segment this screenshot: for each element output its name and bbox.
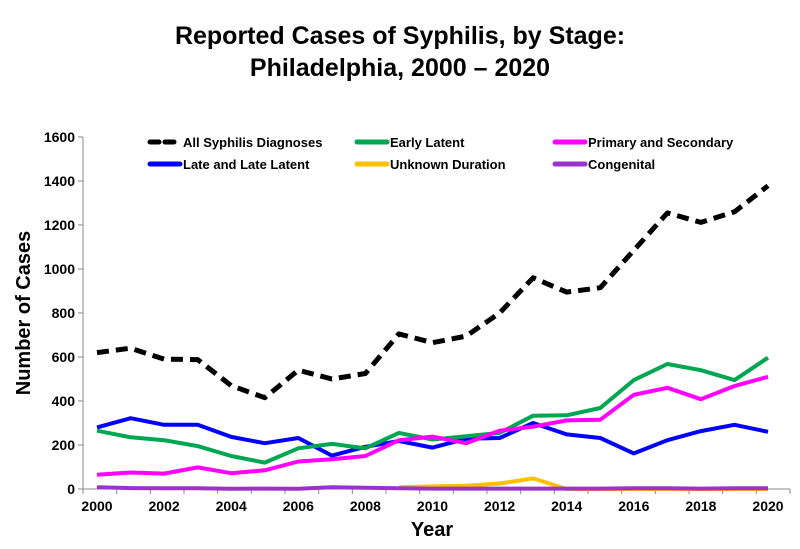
y-axis-label: Number of Cases xyxy=(13,231,35,396)
x-tick-label: 2018 xyxy=(685,498,716,514)
x-tick-label: 2008 xyxy=(350,498,381,514)
chart-title-line2: Philadelphia, 2000 – 2020 xyxy=(249,54,551,82)
x-tick-label: 2020 xyxy=(752,498,783,514)
y-tick-label: 400 xyxy=(52,393,76,409)
x-tick-label: 2016 xyxy=(618,498,649,514)
series-line-all-syphilis-diagnoses xyxy=(96,183,770,401)
legend-label: Unknown Duration xyxy=(390,157,506,172)
y-tick-label: 0 xyxy=(67,481,75,497)
y-tick-label: 1200 xyxy=(44,217,75,233)
y-tick-label: 1000 xyxy=(44,261,75,277)
legend-label: Early Latent xyxy=(390,135,465,150)
y-tick-label: 1400 xyxy=(44,173,75,189)
y-tick-label: 800 xyxy=(52,305,76,321)
x-tick-label: 2004 xyxy=(216,498,247,514)
x-tick-label: 2012 xyxy=(484,498,515,514)
x-tick-label: 2002 xyxy=(149,498,180,514)
y-tick-label: 600 xyxy=(52,349,76,365)
x-tick-label: 2014 xyxy=(551,498,582,514)
legend-label: Primary and Secondary xyxy=(588,135,734,150)
legend-label: Congenital xyxy=(588,157,655,172)
chart-title-line1: Reported Cases of Syphilis, by Stage: xyxy=(174,22,626,50)
x-tick-label: 2000 xyxy=(81,498,112,514)
legend-label: Late and Late Latent xyxy=(183,157,310,172)
legend-label: All Syphilis Diagnoses xyxy=(183,135,322,150)
y-tick-label: 200 xyxy=(52,437,76,453)
x-tick-label: 2010 xyxy=(417,498,448,514)
x-tick-label: 2006 xyxy=(283,498,314,514)
y-tick-label: 1600 xyxy=(44,129,75,145)
x-axis-label: Year xyxy=(411,519,453,541)
